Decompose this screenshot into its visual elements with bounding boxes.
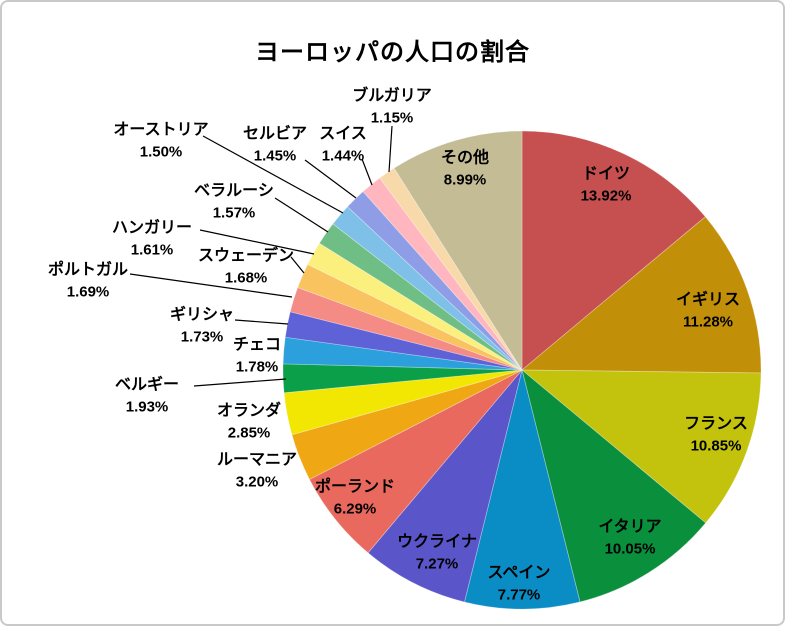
slice-percent: 1.73% [180,328,224,346]
slice-name: ベルギー [114,376,180,394]
pie-slice [289,286,523,371]
leader-line [388,125,393,173]
pie-slice [346,190,523,371]
slice-percent: 7.27% [415,555,459,573]
slice-name: オランダ [216,402,282,420]
pie-slice [291,369,523,480]
leader-line [129,273,293,298]
leader-line [274,197,329,233]
pie-slice [520,216,762,374]
slice-name: ポーランド [314,478,396,496]
leader-line [361,158,373,186]
slice-percent: 1.45% [253,147,297,165]
slice-percent: 1.15% [370,109,414,127]
slice-percent: 1.93% [125,398,169,416]
slice-label: スイス 1.44% [319,123,367,168]
slice-percent: 8.99% [443,171,487,189]
leader-line [234,319,289,325]
slice-name: フランス [684,415,748,433]
slice-percent: 7.77% [497,586,541,604]
slice-label: セルビア 1.45% [243,123,307,168]
slice-percent: 1.68% [224,269,268,287]
slice-label: ポーランド 6.29% [315,476,395,521]
slice-label: イギリス 11.28% [676,289,740,334]
chart-title: ヨーロッパの人口の割合 [255,39,530,66]
slice-name: その他 [440,149,490,167]
slice-percent: 10.05% [604,540,656,558]
slice-percent: 1.69% [66,283,110,301]
slice-label: ドイツ 13.92% [581,163,632,208]
slice-name: ギリシャ [169,306,235,324]
leader-line [193,378,287,387]
slice-label: ベルギー 1.93% [115,374,179,419]
pie-slice [463,369,581,610]
pie-slice [332,206,523,371]
slice-percent: 11.28% [682,313,734,331]
slice-percent: 2.85% [227,424,271,442]
slice-name: ドイツ [581,165,630,183]
slice-label: チェコ 1.78% [233,334,281,379]
slice-percent: 6.29% [333,500,377,518]
pie-slice [297,263,523,371]
pie-slice [282,336,523,371]
leader-line [290,256,305,274]
slice-name: ルーマニア [216,451,298,469]
slice-label: ルーマニア 3.20% [217,449,297,494]
slice-label: その他 8.99% [441,147,489,192]
pie-slice [308,369,523,554]
pie-slice [393,130,523,372]
slice-name: ウクライナ [397,533,477,551]
slice-name: セルビア [242,125,308,143]
leader-line [202,135,344,214]
pie-slice [367,369,523,603]
slice-label: ギリシャ 1.73% [170,304,234,349]
slice-name: スイス [319,125,367,143]
slice-name: イタリア [598,518,662,536]
slice-name: イギリス [675,291,741,309]
slice-percent: 1.61% [130,241,174,259]
slice-label: ベラルーシ 1.57% [194,180,274,225]
pie-slice [521,368,707,603]
leader-line [304,159,357,199]
slice-name: ポルトガル [47,261,129,279]
slice-label: フランス 10.85% [684,413,748,458]
slice-percent: 1.44% [321,147,365,165]
slice-name: ブルガリア [352,87,432,105]
slice-name: スペイン [487,564,551,582]
slice-label: ウクライナ 7.27% [397,531,477,576]
slice-percent: 1.78% [235,358,279,376]
slice-label: ハンガリー 1.61% [112,217,192,262]
slice-name: ベラルーシ [194,182,274,200]
slice-label: オーストリア 1.50% [113,119,208,164]
slice-percent: 3.20% [235,473,279,491]
slice-name: スウェーデン [197,247,295,265]
slice-name: オーストリア [113,121,209,139]
pie-slice [379,167,523,371]
slice-label: スペイン 7.77% [488,562,551,607]
pie-slice [318,223,523,371]
slice-label: オランダ 2.85% [217,400,281,445]
slice-percent: 1.50% [139,143,183,161]
pie-slice [283,369,523,436]
slice-name: チェコ [232,336,282,354]
pie-slice [521,130,706,371]
slice-percent: 10.85% [690,437,742,455]
slice-percent: 13.92% [580,187,632,205]
pie-slice [520,369,762,524]
pie-slice [282,363,523,394]
slice-label: イタリア 10.05% [598,516,661,561]
slice-percent: 1.57% [212,204,256,222]
leader-line [199,229,315,255]
slice-label: スウェーデン 1.68% [198,245,294,290]
slice-name: ハンガリー [111,219,193,237]
slice-label: ブルガリア 1.15% [352,85,432,130]
slice-label: ポルトガル 1.69% [48,259,128,304]
